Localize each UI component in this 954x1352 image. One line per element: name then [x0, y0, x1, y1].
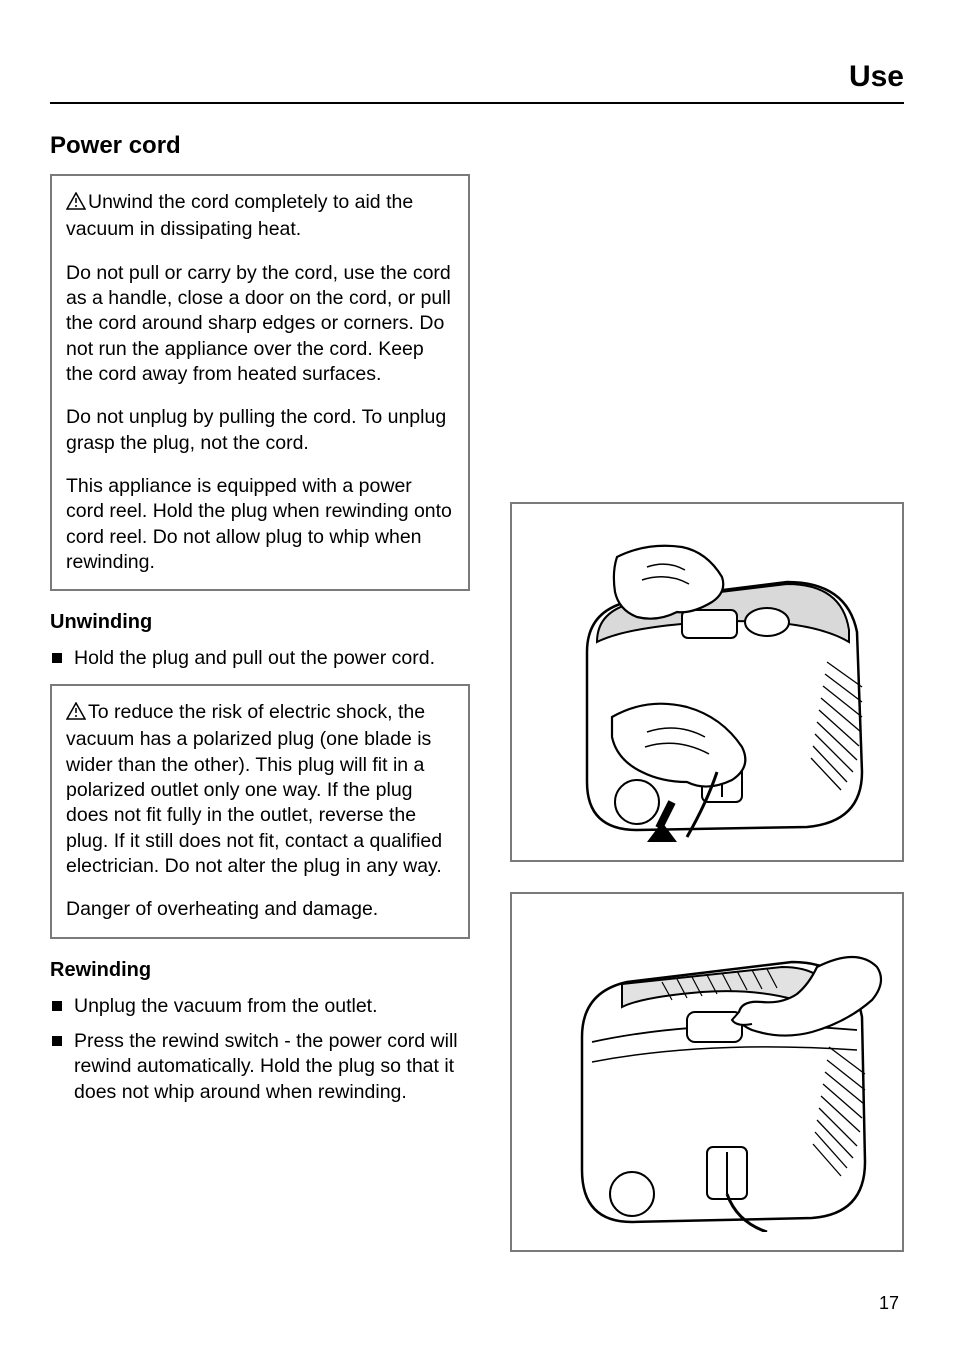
rewinding-list: Unplug the vacuum from the outlet. Press…: [50, 994, 470, 1105]
content-columns: Power cord Unwind the cord completely to…: [50, 132, 904, 1282]
warning-paragraph: Do not unplug by pulling the cord. To un…: [66, 405, 454, 456]
illustration-unwind-cord: [510, 502, 904, 862]
page-number: 17: [879, 1293, 899, 1314]
right-column: [510, 132, 904, 1282]
list-item: Unplug the vacuum from the outlet.: [50, 994, 470, 1019]
warning-icon: [66, 702, 86, 727]
list-item: Hold the plug and pull out the power cor…: [50, 646, 470, 671]
page-title: Use: [50, 60, 904, 94]
subsection-title-rewinding: Rewinding: [50, 959, 470, 982]
subsection-title-unwinding: Unwinding: [50, 611, 470, 634]
page-header: Use: [50, 60, 904, 104]
left-column: Power cord Unwind the cord completely to…: [50, 132, 470, 1282]
warning-icon: [66, 192, 86, 217]
warning-paragraph: To reduce the risk of electric shock, th…: [66, 700, 454, 879]
section-title: Power cord: [50, 132, 470, 160]
warning-box-2: To reduce the risk of electric shock, th…: [50, 684, 470, 939]
list-item: Press the rewind switch - the power cord…: [50, 1029, 470, 1105]
warning-paragraph: Do not pull or carry by the cord, use th…: [66, 261, 454, 388]
warning-paragraph: Unwind the cord completely to aid the va…: [66, 190, 454, 243]
warning-paragraph: Danger of overheating and damage.: [66, 897, 454, 922]
warning-paragraph: This appliance is equipped with a power …: [66, 474, 454, 575]
warning-text: Unwind the cord completely to aid the va…: [66, 191, 413, 240]
warning-box-1: Unwind the cord completely to aid the va…: [50, 174, 470, 591]
unwinding-list: Hold the plug and pull out the power cor…: [50, 646, 470, 671]
warning-text: To reduce the risk of electric shock, th…: [66, 701, 442, 877]
illustration-rewind-switch: [510, 892, 904, 1252]
